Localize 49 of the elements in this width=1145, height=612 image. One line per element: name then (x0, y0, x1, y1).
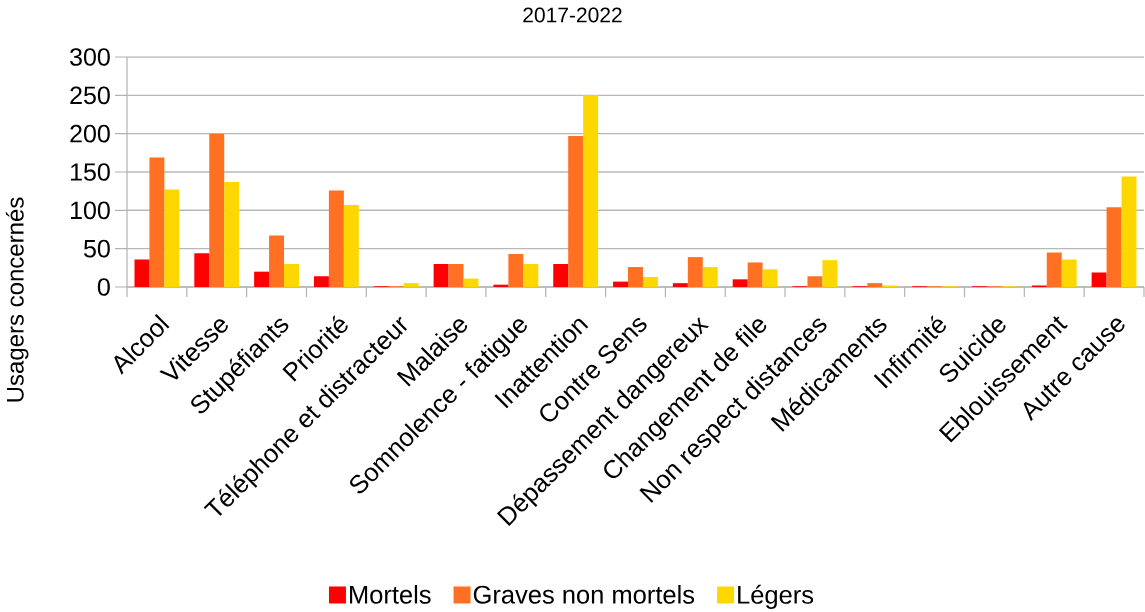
bar (1121, 176, 1137, 287)
bar (269, 235, 285, 287)
bar (822, 260, 838, 287)
bar (254, 271, 270, 287)
bar (732, 279, 748, 287)
legend-label: Légers (738, 584, 814, 609)
bar (508, 254, 524, 287)
bar (867, 283, 883, 287)
bar (194, 253, 210, 287)
bar (1046, 252, 1062, 287)
y-tick-label: 0 (97, 278, 110, 296)
bar (568, 135, 584, 287)
bar (343, 204, 359, 287)
bar (313, 276, 329, 287)
bar (807, 276, 823, 287)
bar (209, 133, 225, 287)
bar (762, 269, 778, 287)
bar (134, 259, 150, 287)
bar (1091, 272, 1107, 287)
legend-label: Mortels (350, 585, 431, 604)
bar (553, 263, 569, 287)
y-tick-label: 250 (70, 86, 110, 105)
bar (702, 267, 718, 287)
bar (224, 181, 240, 287)
bar (164, 189, 180, 287)
y-tick-label: 300 (70, 48, 110, 66)
bar (613, 281, 629, 287)
bar (642, 277, 658, 287)
y-tick-label: 200 (70, 124, 110, 143)
chart-title: 2017-2022 (523, 7, 622, 23)
y-tick-label: 50 (84, 239, 110, 258)
bar (628, 267, 643, 287)
y-tick-label: 100 (70, 201, 110, 220)
bar (672, 283, 688, 287)
bar (523, 263, 539, 287)
bar (284, 263, 299, 287)
bar (149, 157, 165, 287)
bar (448, 263, 464, 287)
bar (1106, 207, 1122, 287)
bar (328, 190, 344, 287)
bar (1061, 259, 1077, 287)
bar (747, 262, 763, 287)
y-tick-label: 150 (70, 163, 110, 181)
bar (583, 95, 599, 287)
y-axis-title: Usagers concernés (5, 197, 29, 402)
legend-label: Graves non mortels (473, 585, 695, 604)
bar (433, 263, 449, 287)
bar (687, 257, 703, 287)
bar (403, 283, 419, 287)
